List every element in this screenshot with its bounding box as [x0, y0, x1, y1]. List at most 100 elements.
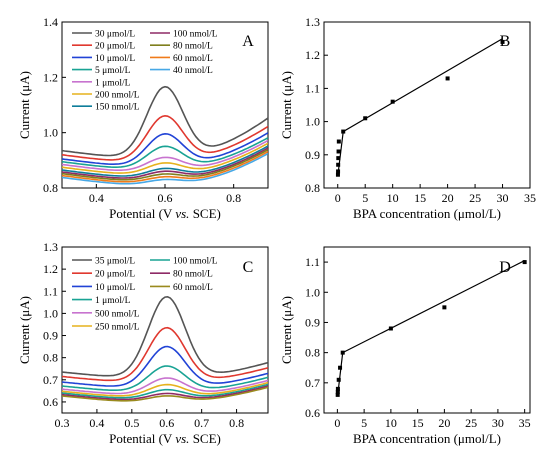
y-tick-label: 0.8	[305, 181, 320, 195]
x-tick-label: 15	[414, 191, 426, 205]
x-axis-label: BPA concentration (μmol/L)	[353, 431, 501, 446]
x-tick-label: 0.8	[229, 416, 244, 430]
y-tick-label: 0.9	[43, 329, 58, 343]
chart-panel-a: 0.4 0.6 0.8 0.8 1.0 1.2 1.4 Current (μA) Potenti…	[17, 15, 269, 221]
legend-label: 1 μmol/L	[95, 78, 131, 88]
series-line	[62, 345, 268, 387]
data-point	[336, 149, 341, 154]
fit-line	[337, 131, 344, 175]
legend-label: 150 nmol/L	[95, 103, 140, 113]
legend: 30 μmol/L 20 μmol/L 10 μmol/L 5 μmol/L 1 μmo…	[72, 30, 218, 113]
data-point	[335, 386, 340, 391]
y-tick-label: 1.0	[305, 285, 320, 299]
x-tick-label: 0	[335, 191, 341, 205]
data-point	[335, 392, 340, 397]
x-axis-label-part: vs.	[175, 431, 189, 446]
legend-label: 20 μmol/L	[95, 270, 135, 280]
chart-panel-d: 0 5 10 15 20 25 30 35 0.6 0.7 0.8 0.9 1.0 1.1 Current …	[279, 246, 531, 446]
x-axis-label-part: SCE)	[189, 431, 220, 446]
legend-label: 100 nmol/L	[173, 30, 218, 40]
legend-label: 10 μmol/L	[95, 283, 135, 293]
data-point	[336, 377, 341, 382]
series-line	[62, 150, 268, 183]
fit-line	[342, 38, 503, 133]
x-axis-label-part: vs.	[175, 206, 189, 221]
chart-panel-c: 0.3 0.4 0.5 0.6 0.7 0.8 0.6 0.7 0.8 0.9 1.0 1.1 1.2 1…	[17, 240, 269, 446]
series-line	[62, 386, 268, 402]
curves	[62, 295, 268, 402]
x-tick-label: 0.5	[124, 416, 139, 430]
y-axis-label: Current (μA)	[17, 71, 32, 139]
y-tick-label: 1.2	[43, 262, 58, 276]
panel-letter: B	[500, 33, 511, 50]
data-point	[363, 116, 368, 121]
data-point	[442, 305, 447, 310]
fit-and-points	[335, 260, 527, 397]
x-tick-label: 10	[385, 416, 397, 430]
x-tick-label: 30	[492, 416, 504, 430]
panel-letter: C	[243, 259, 254, 276]
x-tick-label: 5	[361, 416, 367, 430]
y-tick-label: 1.4	[43, 15, 58, 29]
y-tick-label: 0.7	[43, 373, 58, 387]
series-line	[62, 326, 268, 382]
plot-frame	[61, 246, 269, 414]
y-tick-label: 0.8	[43, 181, 58, 195]
legend-label: 30 μmol/L	[95, 30, 135, 40]
y-tick-label: 1.0	[43, 126, 58, 140]
legend-label: 250 nmol/L	[95, 323, 140, 333]
x-tick-label: 0.4	[89, 416, 104, 430]
chart-panel-b: 0 5 10 15 20 25 30 35 0.8 0.9 1.0 1.1 1.2 1.3 Current …	[279, 15, 536, 221]
legend-label: 500 nmol/L	[95, 309, 140, 319]
series-line	[62, 377, 268, 395]
series-line	[62, 147, 268, 179]
y-tick-label: 0.8	[43, 351, 58, 365]
x-tick-label: 0.4	[89, 191, 104, 205]
y-tick-label: 1.0	[305, 115, 320, 129]
legend: 35 μmol/L 20 μmol/L 10 μmol/L 1 μmol/L 500 n…	[72, 257, 218, 333]
x-tick-label: 15	[412, 416, 424, 430]
legend-label: 80 nmol/L	[173, 270, 213, 280]
x-tick-label: 20	[442, 191, 454, 205]
legend-label: 10 μmol/L	[95, 54, 135, 64]
series-line	[62, 137, 268, 168]
data-point	[445, 76, 450, 81]
y-tick-label: 0.6	[305, 406, 320, 420]
curves	[62, 85, 268, 185]
series-line	[62, 114, 268, 161]
panel-letter: A	[242, 33, 254, 50]
x-tick-label: 10	[387, 191, 399, 205]
x-tick-label: 35	[519, 416, 531, 430]
x-tick-label: 5	[362, 191, 368, 205]
x-axis-label-part: Potential (V	[109, 206, 175, 221]
series-line	[62, 139, 268, 171]
x-axis-label: BPA concentration (μmol/L)	[353, 206, 501, 221]
y-tick-label: 0.7	[305, 376, 320, 390]
series-line	[62, 365, 268, 392]
x-tick-label: 0.6	[158, 191, 173, 205]
x-tick-label: 0.6	[159, 416, 174, 430]
y-axis-label: Current (μA)	[279, 71, 294, 139]
data-point	[336, 162, 341, 167]
legend-label: 60 nmol/L	[173, 54, 213, 64]
y-axis-label: Current (μA)	[279, 296, 294, 364]
plot-frame	[323, 246, 531, 414]
fit-line	[342, 260, 525, 354]
legend-label: 80 nmol/L	[173, 42, 213, 52]
legend-label: 100 nmol/L	[173, 257, 218, 267]
x-tick-label: 0.3	[55, 416, 70, 430]
x-tick-label: 20	[438, 416, 450, 430]
series-line	[62, 142, 268, 174]
series-line	[62, 132, 268, 165]
x-tick-label: 0.7	[194, 416, 209, 430]
series-line	[62, 148, 268, 181]
data-point	[500, 39, 505, 44]
data-point	[336, 169, 341, 174]
data-point	[341, 129, 346, 134]
x-axis-label: Potential (V vs. SCE)	[109, 206, 221, 221]
data-point	[336, 156, 341, 161]
x-tick-label: 35	[524, 191, 536, 205]
data-point	[522, 260, 527, 265]
x-axis-label-part: SCE)	[189, 206, 220, 221]
x-axis-label-part: Potential (V	[109, 431, 175, 446]
